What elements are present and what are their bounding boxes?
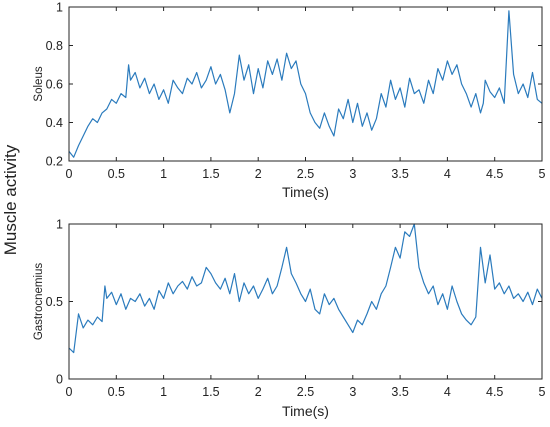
soleus-y-axis-label: Soleus xyxy=(33,66,45,101)
soleus-x-tick-label: 2 xyxy=(255,167,262,181)
gastrocnemius-x-tick-label: 0 xyxy=(66,385,73,399)
soleus-y-tick-label: 1 xyxy=(56,1,63,15)
soleus-x-tick-label: 3 xyxy=(349,167,356,181)
soleus-x-tick-label: 5 xyxy=(539,167,546,181)
soleus-x-tick-label: 1.5 xyxy=(202,167,219,181)
gastrocnemius-series-line xyxy=(68,223,543,354)
soleus-y-tick-label: 0.4 xyxy=(46,116,63,130)
soleus-x-tick-label: 4 xyxy=(444,167,451,181)
gastrocnemius-panel: 0 0.5 1 1.5 2 2.5 3 3.5 4 4.5 5 0 0.5 1 Time(s) Gastroc… xyxy=(33,218,546,420)
gastrocnemius-y-tick-label: 0.5 xyxy=(46,295,63,309)
gastrocnemius-y-tick-label: 0 xyxy=(56,373,63,387)
soleus-x-tick-label: 3.5 xyxy=(391,167,408,181)
soleus-x-tick-label: 4.5 xyxy=(486,167,503,181)
soleus-x-tick-label: 2.5 xyxy=(297,167,314,181)
gastrocnemius-x-tick-label: 1 xyxy=(160,385,167,399)
soleus-x-tick-label: 1 xyxy=(160,167,167,181)
gastrocnemius-x-tick-label: 2 xyxy=(255,385,262,399)
gastrocnemius-y-tick-label: 1 xyxy=(56,218,63,232)
soleus-series-line xyxy=(68,10,543,158)
gastrocnemius-y-axis-label: Gastrocnemius xyxy=(33,263,45,341)
gastrocnemius-x-tick-label: 3.5 xyxy=(391,385,408,399)
gastrocnemius-x-tick-label: 1.5 xyxy=(202,385,219,399)
gastrocnemius-x-tick-label: 5 xyxy=(539,385,546,399)
soleus-x-tick-label: 0.5 xyxy=(108,167,125,181)
gastrocnemius-x-tick-label: 4.5 xyxy=(486,385,503,399)
gastrocnemius-x-tick-label: 0.5 xyxy=(108,385,125,399)
soleus-x-tick-label: 0 xyxy=(66,167,73,181)
gastrocnemius-x-tick-label: 2.5 xyxy=(297,385,314,399)
gastrocnemius-x-tick-label: 4 xyxy=(444,385,451,399)
shared-ylabel: Muscle activity xyxy=(1,144,20,255)
soleus-y-tick-label: 0.2 xyxy=(46,155,63,169)
soleus-y-tick-label: 0.8 xyxy=(46,39,63,53)
soleus-y-tick-label: 0.6 xyxy=(46,78,63,92)
gastrocnemius-x-axis-label: Time(s) xyxy=(282,403,329,419)
soleus-axes-frame xyxy=(68,6,543,162)
soleus-x-axis-label: Time(s) xyxy=(282,184,329,200)
soleus-panel: 0 0.5 1 1.5 2 2.5 3 3.5 4 4.5 5 0.2 0.4 0.6 0.8 1 Time(s… xyxy=(33,1,546,201)
gastrocnemius-x-tick-label: 3 xyxy=(349,385,356,399)
